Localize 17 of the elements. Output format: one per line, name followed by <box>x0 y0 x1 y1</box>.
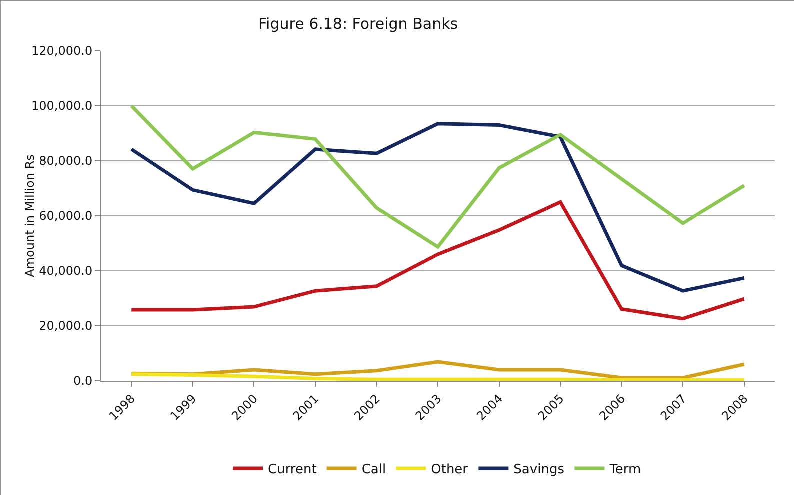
line-series <box>130 104 746 249</box>
y-tick-label: 120,000.0 <box>32 44 93 58</box>
y-tick-label: 20,000.0 <box>39 319 93 334</box>
line-series <box>130 200 746 321</box>
chart-title: Figure 6.18: Foreign Banks <box>258 14 458 33</box>
legend-label: Term <box>608 462 642 478</box>
y-tick-label: 100,000.0 <box>32 99 93 114</box>
y-axis-title: Amount in Million Rs <box>23 154 38 278</box>
y-tick-label: 40,000.0 <box>39 264 93 278</box>
y-tick-label: 60,000.0 <box>39 209 93 224</box>
line-series <box>130 122 746 293</box>
legend-label: Other <box>431 462 469 478</box>
legend-label: Current <box>268 462 317 478</box>
y-tick-label: 0.0 <box>74 374 93 388</box>
legend-label: Call <box>362 462 386 478</box>
y-tick-label: 80,000.0 <box>39 154 93 168</box>
legend-label: Savings <box>514 462 565 478</box>
